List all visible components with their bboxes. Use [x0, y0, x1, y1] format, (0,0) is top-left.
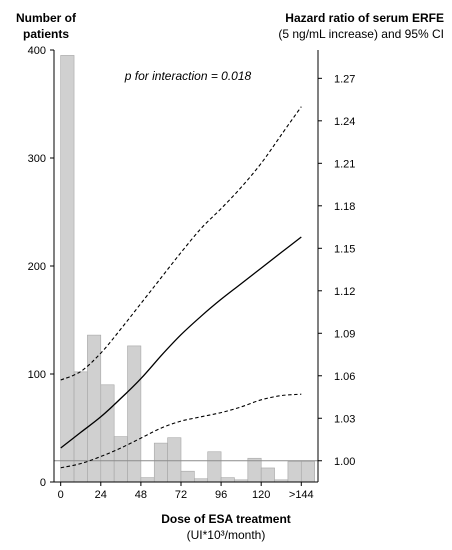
x-axis-title-line-2: (UI*10³/month)	[186, 528, 266, 542]
x-tick-label-4: 96	[215, 489, 227, 501]
histogram-bar-6	[140, 477, 155, 483]
histogram-bar-11	[207, 451, 222, 483]
histogram-bar-5	[127, 345, 142, 483]
histogram-bar-1	[73, 371, 88, 483]
right-tick-label-3: 1.09	[334, 328, 355, 340]
histogram-bar-18	[300, 461, 315, 483]
right-tick-label-9: 1.27	[334, 73, 355, 85]
axes: 0 100 200 300 400 1.00 1.03 1.06 1.09 1.12 1.15 1.1…	[28, 45, 356, 501]
x-axis-title-line-1: Dose of ESA treatment	[161, 512, 291, 526]
histogram-bar-3	[100, 384, 115, 483]
histogram-bar-17	[287, 461, 302, 483]
histogram-bar-0	[60, 55, 75, 483]
x-tick-label-3: 72	[175, 489, 187, 501]
x-tick-label-5: 120	[252, 489, 270, 501]
x-axis-title: Dose of ESA treatment (UI*10³/month)	[0, 511, 452, 543]
right-tick-label-1: 1.03	[334, 413, 355, 425]
left-tick-label-3: 300	[28, 153, 46, 165]
left-axis-title-line-2: patients	[22, 27, 69, 41]
left-axis-title-line-1: Number of	[16, 11, 76, 25]
left-axis-title: Number of patients	[6, 10, 86, 42]
left-tick-label-2: 200	[28, 261, 46, 273]
histogram-bar-15	[260, 467, 275, 483]
right-tick-label-8: 1.24	[334, 116, 355, 128]
right-axis-title: Hazard ratio of serum ERFE (5 ng/mL incr…	[278, 10, 444, 42]
upper-ci-curve	[60, 106, 302, 381]
left-tick-label-1: 100	[28, 369, 46, 381]
x-tick-label-2: 48	[135, 489, 147, 501]
right-tick-label-2: 1.06	[334, 371, 355, 383]
left-tick-label-4: 400	[28, 45, 46, 57]
lower-ci-curve	[60, 393, 302, 469]
right-tick-label-7: 1.21	[334, 158, 355, 170]
left-tick-label-0: 0	[40, 477, 46, 489]
histogram-bar-12	[220, 477, 235, 483]
x-tick-label-0: 0	[58, 489, 64, 501]
histogram-bar-9	[180, 470, 195, 483]
right-axis-title-line-2: (5 ng/mL increase) and 95% CI	[278, 27, 444, 41]
x-tick-label-1: 24	[95, 489, 107, 501]
histogram-bar-4	[113, 436, 128, 483]
histogram-bar-8	[167, 437, 182, 483]
interaction-p-value-annotation: p for interaction = 0.018	[124, 69, 252, 83]
hazard-curves	[60, 106, 302, 469]
right-tick-label-0: 1.00	[334, 456, 355, 468]
right-tick-label-4: 1.12	[334, 286, 355, 298]
histogram-bar-14	[247, 457, 262, 483]
right-tick-label-5: 1.15	[334, 243, 355, 255]
x-tick-label-6: >144	[289, 489, 314, 501]
right-axis-title-line-1: Hazard ratio of serum ERFE	[285, 11, 444, 25]
histogram-bar-7	[153, 442, 168, 483]
histogram-bar-2	[87, 334, 102, 483]
right-tick-label-6: 1.18	[334, 201, 355, 213]
hazard-ratio-estimate-curve	[60, 236, 302, 449]
